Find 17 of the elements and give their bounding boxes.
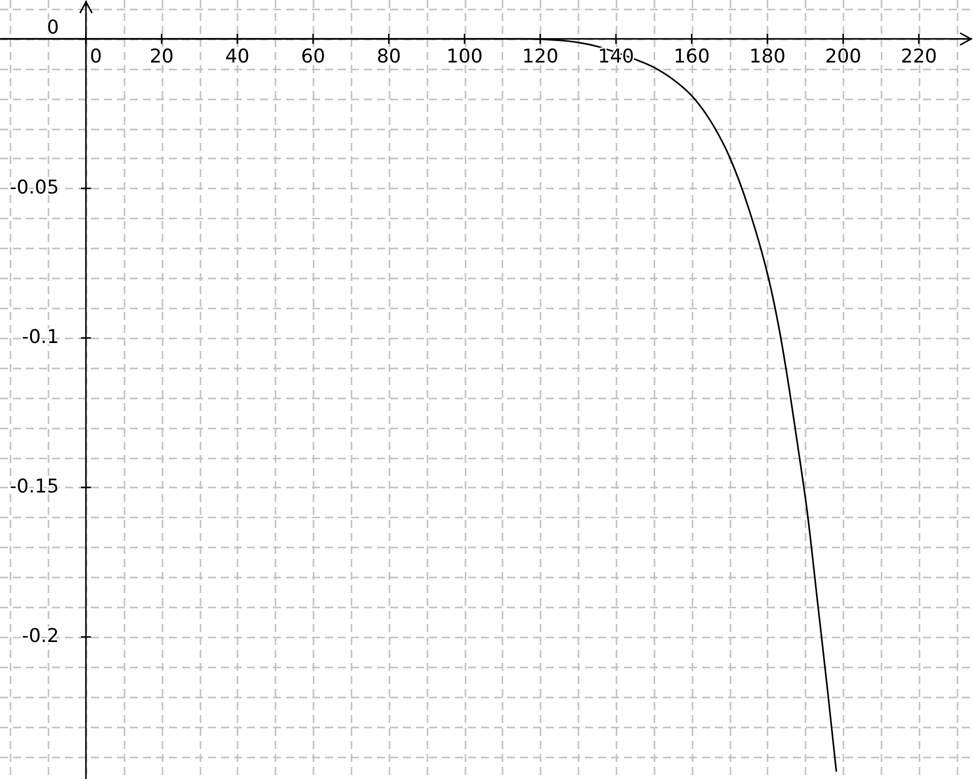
x-tick-label: 180: [749, 45, 786, 68]
x-tick-label: 120: [522, 45, 558, 68]
x-tick-label: 0: [90, 45, 102, 68]
x-tick-label: 60: [301, 45, 326, 68]
x-tick-label: 220: [900, 45, 937, 68]
y-tick-label: -0.2: [22, 624, 59, 647]
x-tick-label: 140: [598, 45, 634, 68]
y-tick-label: -0.05: [10, 176, 59, 198]
y-tick-label: 0: [46, 16, 59, 38]
x-tick-label: 80: [376, 45, 401, 68]
y-tick-label: -0.1: [22, 326, 59, 348]
x-tick-label: 160: [674, 45, 710, 68]
x-tick-label: 200: [825, 45, 862, 68]
x-tick-label: 40: [225, 45, 250, 68]
x-tick-label: 20: [150, 45, 174, 68]
x-tick-label: 100: [446, 45, 483, 68]
y-tick-label: -0.15: [10, 475, 59, 498]
